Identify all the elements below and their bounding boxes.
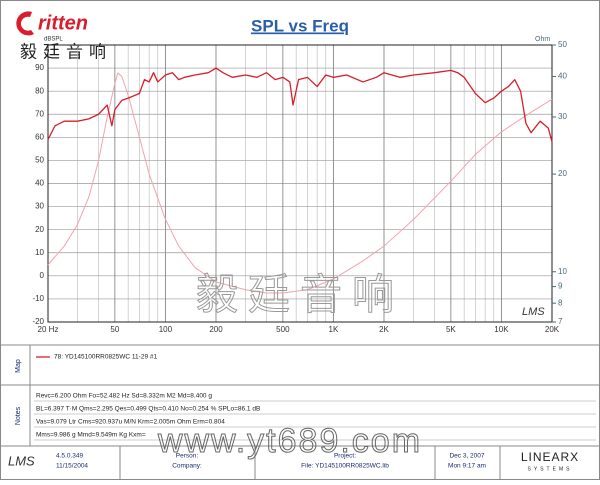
footer-version: 4.5.0.349 [56,453,83,460]
x-tick-label: 5K [446,325,456,334]
y-tick-label: 0 [40,271,45,280]
x-tick-label: 100 [159,325,173,334]
note-line: Mms=9.986 g Mmd=9.549m Kg Kxm= [36,432,146,439]
legend-label: 78: YD145100RR0825WC 11-29 #1 [54,354,157,361]
footer-project: Project: [334,453,356,460]
footer-person: Person: [176,453,199,460]
footer-file: File: YD145100RR0825WC.lib [301,463,389,470]
footer-date: Dec 3, 2007 [449,453,484,460]
y-tick-label: 80 [35,86,44,95]
footer-build-date: 11/15/2004 [56,463,88,470]
footer-brand-sub: SYSTEMS [528,466,573,472]
note-line: Vas=9.079 Ltr Cms=920.937u M/N Krm=2.005… [36,419,225,426]
y-tick-label: 30 [35,202,44,211]
notes-label: Notes [15,406,22,425]
x-tick-label: 50 [110,325,119,334]
y-tick-label: 20 [35,225,44,234]
x-tick-label: 20K [545,325,560,334]
footer-company: Company: [172,463,202,470]
footer-app: LMS [8,453,35,468]
watermark-url: www.yt689.com [157,422,422,460]
y2-tick-label: 10 [558,267,567,276]
series-line [47,67,553,143]
y-tick-label: 50 [35,156,44,165]
map-label: Map [15,359,22,373]
y2-tick-label: 50 [558,40,567,49]
x-tick-label: 200 [209,325,223,334]
footer-time: Mon 9:17 am [448,463,486,470]
x-tick-label: 2K [379,325,389,334]
note-line: BL=6.397 T·M Qms=2.295 Qes=0.499 Qts=0.4… [36,406,260,413]
plot-frame [47,44,553,323]
y2-tick-label: 7 [558,317,563,326]
series-line [47,72,553,294]
y2-label: Ohm [535,36,550,43]
logo-mark [16,11,34,36]
watermark-cn: 毅廷音响 [196,271,404,318]
y2-tick-label: 8 [558,298,563,307]
chart-title: SPL vs Freq [251,16,349,35]
x-tick-label: 20 Hz [38,325,59,334]
y-tick-label: 60 [35,132,44,141]
y-tick-label: 10 [35,248,44,257]
footer-brand: LINEARX [521,450,579,464]
y2-tick-label: 30 [558,112,567,121]
y2-tick-label: 9 [558,282,563,291]
y-tick-label: 90 [35,63,44,72]
x-tick-label: 500 [276,325,290,334]
x-tick-label: 10K [494,325,509,334]
y-label: dBSPL [44,37,63,43]
y-tick-label: 40 [35,179,44,188]
y-tick-label: -10 [32,294,44,303]
y2-tick-label: 20 [558,169,567,178]
y2-tick-label: 40 [558,72,567,81]
y-tick-label: -20 [32,317,44,326]
plot-logo: LMS [522,306,545,318]
x-tick-label: 1K [329,325,339,334]
logo-cn: 毅廷音响 [20,42,112,61]
y-tick-label: 70 [35,109,44,118]
note-line: Revc=6.200 Ohm Fo=52.482 Hz Sd=8.332m M2… [36,393,212,400]
logo: ritten [38,12,88,34]
